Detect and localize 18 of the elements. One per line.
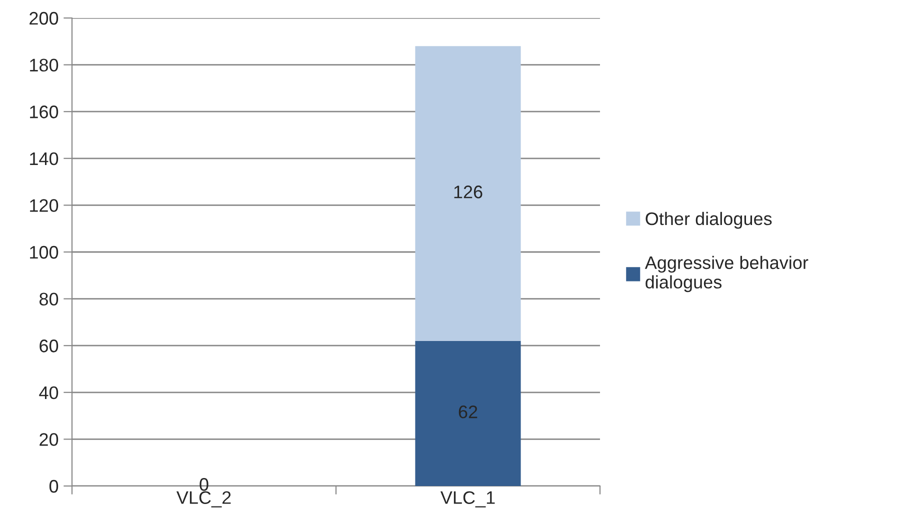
data-label: 62 [458,406,478,418]
data-label: 126 [454,186,482,198]
y-tick-label: 120 [30,199,58,212]
y-tick-label: 180 [30,58,58,72]
y-tick-label: 160 [30,106,58,118]
y-tick-label: 40 [39,386,58,400]
data-label: 0 [200,478,208,491]
x-tick-label: VLC_2 [176,491,231,508]
y-tick-label: 0 [49,480,58,493]
y-tick-label: 100 [30,246,58,259]
y-tick-label: 200 [30,12,58,25]
legend-label: Aggressive behavior dialogues [644,256,808,292]
y-tick-label: 140 [30,152,58,166]
y-tick-label: 20 [40,433,58,446]
y-tick-label: 80 [40,292,58,306]
y-tick-label: 60 [40,340,58,352]
x-tick-label: VLC_1 [440,491,495,508]
legend-label: Other dialogues [646,212,772,229]
